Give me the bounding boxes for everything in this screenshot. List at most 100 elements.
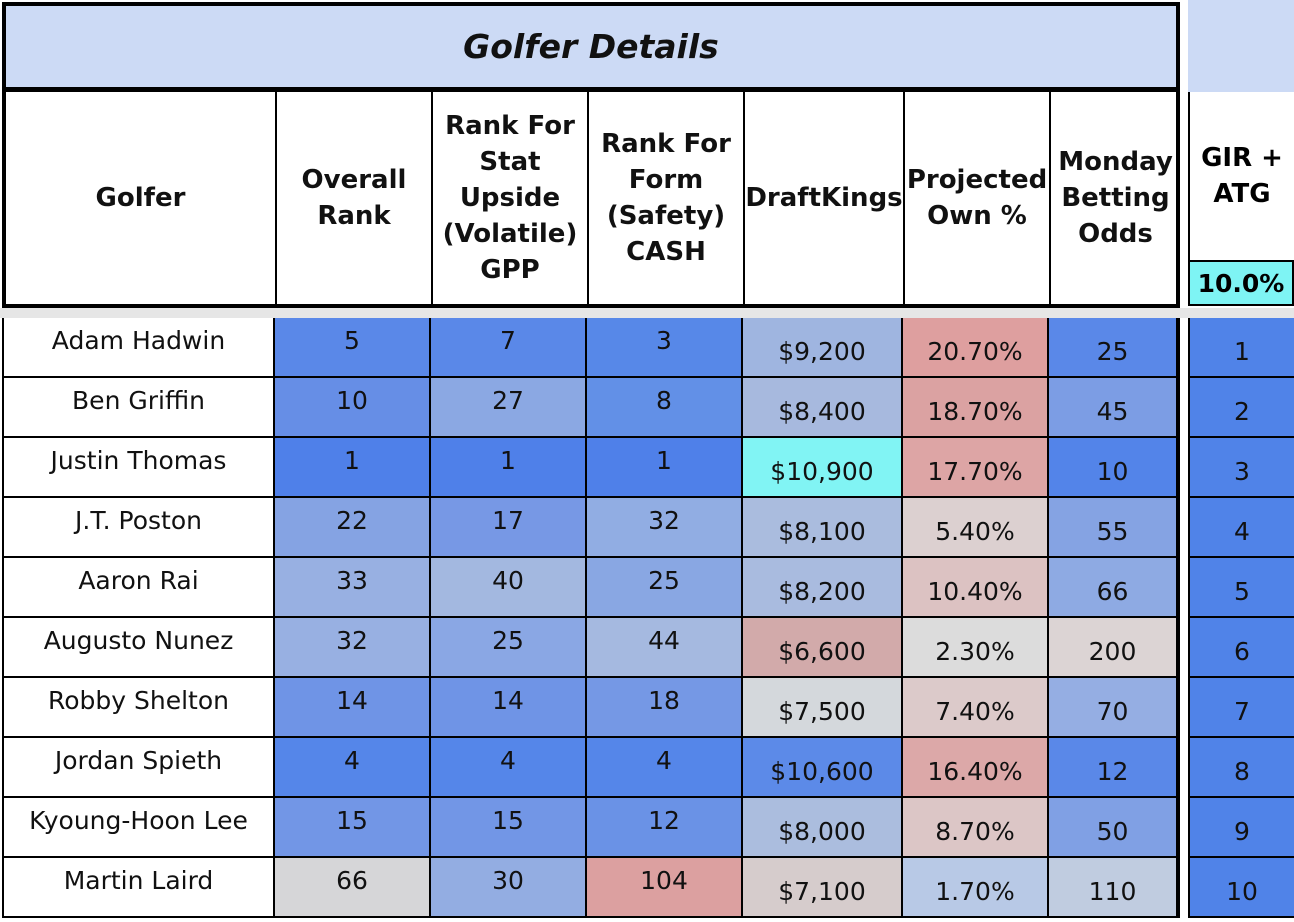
table-row[interactable]: J.T. Poston 22 17 32 $8,100 5.40% 55 — [2, 498, 1180, 558]
cell-projected-own[interactable]: 8.70% — [903, 798, 1049, 858]
header-monday-odds[interactable]: Monday Betting Odds — [1058, 147, 1173, 249]
cell-monday-odds[interactable]: 12 — [1049, 738, 1180, 798]
header-projected-own[interactable]: Projected Own % — [905, 92, 1051, 304]
cell-gir-atg[interactable]: 3 — [1188, 438, 1294, 498]
cell-monday-odds[interactable]: 10 — [1049, 438, 1180, 498]
cell-monday-odds[interactable]: 200 — [1049, 618, 1180, 678]
cell-overall-rank[interactable]: 10 — [275, 378, 431, 438]
cell-overall-rank[interactable]: 5 — [275, 318, 431, 378]
cell-stat-upside[interactable]: 7 — [431, 318, 587, 378]
cell-projected-own[interactable]: 17.70% — [903, 438, 1049, 498]
cell-overall-rank[interactable]: 1 — [275, 438, 431, 498]
table-row[interactable]: Robby Shelton 14 14 18 $7,500 7.40% 70 — [2, 678, 1180, 738]
cell-stat-upside[interactable]: 14 — [431, 678, 587, 738]
cell-draftkings[interactable]: $7,500 — [743, 678, 903, 738]
gir-weight-cell[interactable]: 10.0% — [1188, 260, 1294, 306]
cell-form-safety[interactable]: 3 — [587, 318, 743, 378]
cell-gir-atg[interactable]: 9 — [1188, 798, 1294, 858]
cell-gir-atg[interactable]: 5 — [1188, 558, 1294, 618]
header-draftkings[interactable]: DraftKings — [745, 92, 905, 304]
cell-monday-odds[interactable]: 45 — [1049, 378, 1180, 438]
cell-golfer[interactable]: Kyoung-Hoon Lee — [2, 798, 275, 858]
header-separator — [0, 308, 1294, 318]
cell-overall-rank[interactable]: 22 — [275, 498, 431, 558]
cell-form-safety[interactable]: 1 — [587, 438, 743, 498]
cell-monday-odds[interactable]: 55 — [1049, 498, 1180, 558]
cell-golfer[interactable]: Jordan Spieth — [2, 738, 275, 798]
cell-golfer[interactable]: Ben Griffin — [2, 378, 275, 438]
cell-stat-upside[interactable]: 40 — [431, 558, 587, 618]
cell-draftkings[interactable]: $8,200 — [743, 558, 903, 618]
cell-monday-odds[interactable]: 70 — [1049, 678, 1180, 738]
table-row[interactable]: Augusto Nunez 32 25 44 $6,600 2.30% 200 — [2, 618, 1180, 678]
cell-gir-atg[interactable]: 4 — [1188, 498, 1294, 558]
cell-monday-odds[interactable]: 66 — [1049, 558, 1180, 618]
cell-projected-own[interactable]: 1.70% — [903, 858, 1049, 918]
cell-stat-upside[interactable]: 30 — [431, 858, 587, 918]
cell-form-safety[interactable]: 12 — [587, 798, 743, 858]
cell-overall-rank[interactable]: 66 — [275, 858, 431, 918]
cell-form-safety[interactable]: 104 — [587, 858, 743, 918]
cell-projected-own[interactable]: 7.40% — [903, 678, 1049, 738]
cell-projected-own[interactable]: 16.40% — [903, 738, 1049, 798]
cell-projected-own[interactable]: 18.70% — [903, 378, 1049, 438]
header-gir-atg[interactable]: GIR + ATG — [1188, 92, 1294, 260]
cell-draftkings[interactable]: $10,600 — [743, 738, 903, 798]
cell-stat-upside[interactable]: 1 — [431, 438, 587, 498]
cell-form-safety[interactable]: 32 — [587, 498, 743, 558]
header-golfer[interactable]: Golfer — [6, 92, 277, 304]
cell-form-safety[interactable]: 25 — [587, 558, 743, 618]
cell-projected-own[interactable]: 2.30% — [903, 618, 1049, 678]
cell-gir-atg[interactable]: 2 — [1188, 378, 1294, 438]
table-row[interactable]: Justin Thomas 1 1 1 $10,900 17.70% 10 — [2, 438, 1180, 498]
cell-draftkings[interactable]: $8,000 — [743, 798, 903, 858]
header-overall-rank[interactable]: Overall Rank — [277, 92, 433, 304]
cell-projected-own[interactable]: 10.40% — [903, 558, 1049, 618]
cell-monday-odds[interactable]: 25 — [1049, 318, 1180, 378]
cell-draftkings[interactable]: $9,200 — [743, 318, 903, 378]
table-row[interactable]: Ben Griffin 10 27 8 $8,400 18.70% 45 — [2, 378, 1180, 438]
cell-overall-rank[interactable]: 32 — [275, 618, 431, 678]
cell-overall-rank[interactable]: 33 — [275, 558, 431, 618]
cell-draftkings[interactable]: $6,600 — [743, 618, 903, 678]
cell-draftkings[interactable]: $7,100 — [743, 858, 903, 918]
cell-golfer[interactable]: Martin Laird — [2, 858, 275, 918]
header-stat-upside[interactable]: Rank For Stat Upside (Volatile) GPP — [433, 92, 589, 304]
cell-form-safety[interactable]: 4 — [587, 738, 743, 798]
cell-projected-own[interactable]: 20.70% — [903, 318, 1049, 378]
table-row[interactable]: Martin Laird 66 30 104 $7,100 1.70% 110 — [2, 858, 1180, 918]
cell-golfer[interactable]: Adam Hadwin — [2, 318, 275, 378]
cell-projected-own[interactable]: 5.40% — [903, 498, 1049, 558]
cell-form-safety[interactable]: 18 — [587, 678, 743, 738]
cell-overall-rank[interactable]: 4 — [275, 738, 431, 798]
cell-gir-atg[interactable]: 10 — [1188, 858, 1294, 918]
cell-draftkings[interactable]: $10,900 — [743, 438, 903, 498]
cell-overall-rank[interactable]: 15 — [275, 798, 431, 858]
cell-golfer[interactable]: Aaron Rai — [2, 558, 275, 618]
cell-form-safety[interactable]: 8 — [587, 378, 743, 438]
cell-stat-upside[interactable]: 15 — [431, 798, 587, 858]
cell-draftkings[interactable]: $8,100 — [743, 498, 903, 558]
cell-stat-upside[interactable]: 25 — [431, 618, 587, 678]
cell-gir-atg[interactable]: 1 — [1188, 318, 1294, 378]
cell-stat-upside[interactable]: 4 — [431, 738, 587, 798]
cell-monday-odds[interactable]: 110 — [1049, 858, 1180, 918]
table-row[interactable]: Jordan Spieth 4 4 4 $10,600 16.40% 12 — [2, 738, 1180, 798]
cell-form-safety[interactable]: 44 — [587, 618, 743, 678]
cell-golfer[interactable]: Justin Thomas — [2, 438, 275, 498]
table-row[interactable]: Adam Hadwin 5 7 3 $9,200 20.70% 25 — [2, 318, 1180, 378]
header-form-safety[interactable]: Rank For Form (Safety) CASH — [589, 92, 745, 304]
cell-stat-upside[interactable]: 17 — [431, 498, 587, 558]
cell-gir-atg[interactable]: 8 — [1188, 738, 1294, 798]
cell-golfer[interactable]: J.T. Poston — [2, 498, 275, 558]
cell-draftkings[interactable]: $8,400 — [743, 378, 903, 438]
cell-stat-upside[interactable]: 27 — [431, 378, 587, 438]
table-row[interactable]: Kyoung-Hoon Lee 15 15 12 $8,000 8.70% 50 — [2, 798, 1180, 858]
cell-golfer[interactable]: Augusto Nunez — [2, 618, 275, 678]
cell-golfer[interactable]: Robby Shelton — [2, 678, 275, 738]
cell-gir-atg[interactable]: 6 — [1188, 618, 1294, 678]
table-row[interactable]: Aaron Rai 33 40 25 $8,200 10.40% 66 — [2, 558, 1180, 618]
cell-overall-rank[interactable]: 14 — [275, 678, 431, 738]
cell-monday-odds[interactable]: 50 — [1049, 798, 1180, 858]
cell-gir-atg[interactable]: 7 — [1188, 678, 1294, 738]
